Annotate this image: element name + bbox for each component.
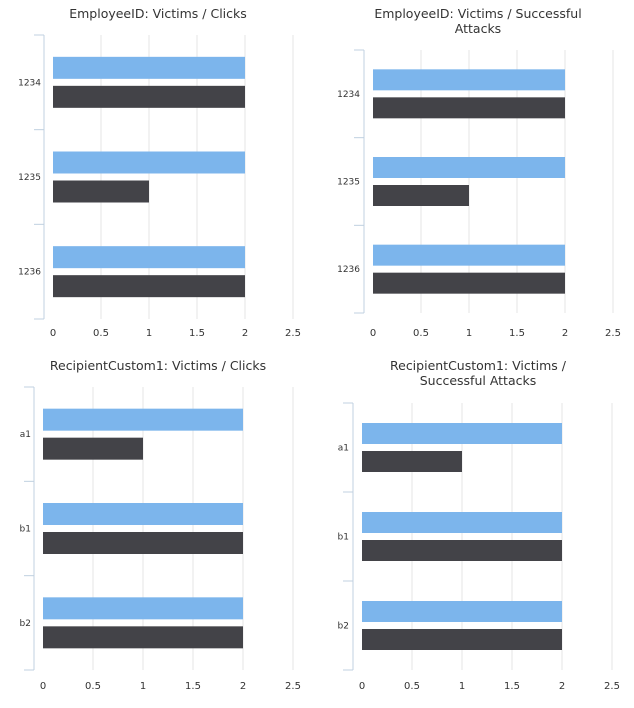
- category-label: 1235: [337, 178, 360, 188]
- bar-series-2: [362, 451, 462, 472]
- x-tick-label: 2.5: [285, 681, 301, 692]
- chart-title: EmployeeID: Victims / Successful: [374, 6, 581, 21]
- bar-series-1: [53, 246, 245, 269]
- x-tick-label: 0: [359, 681, 365, 692]
- chart-title: Successful Attacks: [420, 373, 537, 388]
- bar-series-2: [43, 437, 143, 460]
- chart-panel-3: RecipientCustom1: Victims / Clicks 0 0.5 1 1…: [20, 358, 301, 692]
- x-tick-label: 2.5: [285, 328, 301, 339]
- bar-series-2: [43, 626, 243, 649]
- category-label: a1: [338, 444, 349, 454]
- bar-series-1: [43, 408, 243, 431]
- bar-series-2: [362, 629, 562, 650]
- x-tick-label: 2.5: [605, 328, 621, 339]
- chart-panel-4: RecipientCustom1: Victims /Successful At…: [338, 358, 620, 692]
- bar-series-1: [53, 151, 245, 174]
- bar-series-2: [362, 540, 562, 561]
- category-label: 1234: [337, 90, 360, 100]
- bar-series-1: [43, 503, 243, 525]
- bar-series-1: [373, 69, 565, 91]
- chart-title: EmployeeID: Victims / Clicks: [69, 6, 247, 21]
- x-tick-label: 1.5: [504, 681, 520, 692]
- bar-series-1: [362, 512, 562, 533]
- x-tick-label: 0: [370, 328, 376, 339]
- x-tick-label: 2: [240, 681, 246, 692]
- x-tick-label: 1: [140, 681, 146, 692]
- category-label: 1236: [337, 265, 360, 275]
- x-tick-label: 0.5: [404, 681, 420, 692]
- chart-title: Attacks: [455, 21, 501, 36]
- x-tick-label: 2.5: [604, 681, 620, 692]
- x-tick-label: 1.5: [509, 328, 525, 339]
- x-tick-label: 0: [40, 681, 46, 692]
- bar-series-2: [373, 185, 469, 206]
- x-tick-label: 1.5: [185, 681, 201, 692]
- x-tick-label: 0.5: [85, 681, 101, 692]
- bar-series-1: [373, 244, 565, 266]
- x-tick-label: 1: [459, 681, 465, 692]
- x-tick-label: 1: [466, 328, 472, 339]
- bar-series-2: [53, 275, 245, 298]
- x-tick-label: 2: [559, 681, 565, 692]
- bar-series-1: [362, 423, 562, 444]
- category-label: b2: [20, 619, 31, 629]
- category-label: 1236: [18, 268, 41, 278]
- bar-series-2: [43, 532, 243, 554]
- x-tick-label: 1.5: [189, 328, 205, 339]
- x-tick-label: 2: [242, 328, 248, 339]
- bar-series-2: [373, 272, 565, 294]
- x-tick-label: 0.5: [93, 328, 109, 339]
- bar-series-1: [43, 597, 243, 620]
- chart-panel-1: EmployeeID: Victims / Clicks 0 0.5 1 1.5 2 2.5…: [18, 6, 301, 339]
- category-label: b1: [338, 533, 349, 543]
- category-label: 1235: [18, 173, 41, 183]
- bar-series-2: [373, 97, 565, 119]
- bar-series-2: [53, 85, 245, 108]
- chart-title: RecipientCustom1: Victims /: [390, 358, 567, 373]
- category-label: 1234: [18, 78, 41, 88]
- category-label: b1: [20, 525, 31, 535]
- bar-series-1: [362, 601, 562, 622]
- x-tick-label: 1: [146, 328, 152, 339]
- bar-series-2: [53, 180, 149, 203]
- category-label: a1: [20, 430, 31, 440]
- category-label: b2: [338, 622, 349, 632]
- chart-title: RecipientCustom1: Victims / Clicks: [50, 358, 266, 373]
- x-tick-label: 2: [562, 328, 568, 339]
- bar-series-1: [53, 56, 245, 79]
- bar-series-1: [373, 157, 565, 178]
- x-tick-label: 0.5: [413, 328, 429, 339]
- x-tick-label: 0: [50, 328, 56, 339]
